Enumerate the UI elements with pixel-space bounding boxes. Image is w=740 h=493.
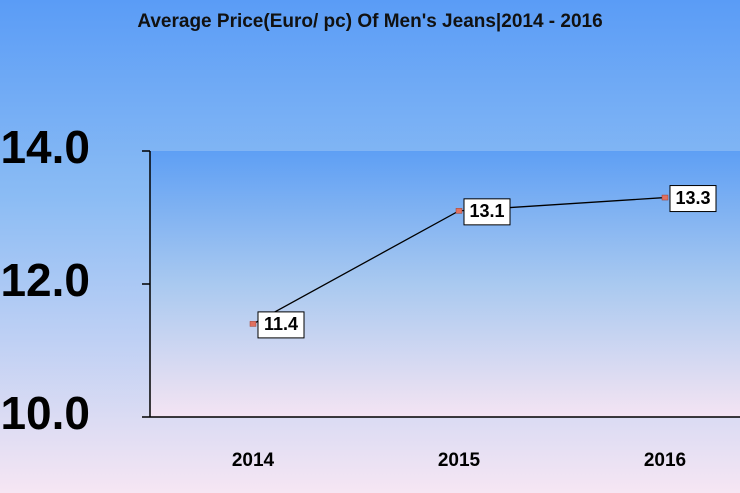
x-tick-label: 2016 [644,450,686,471]
y-tick-label: 14.0 [0,121,90,173]
plot-area [150,151,740,417]
y-tick-label: 10.0 [0,387,90,439]
data-label: 11.4 [264,314,298,334]
marker [661,194,669,201]
data-label: 13.3 [675,188,710,208]
marker [249,321,257,327]
y-tick-label: 12.0 [0,254,90,306]
data-label-box [257,311,305,339]
data-label: 13.1 [469,201,504,221]
data-label-box [669,185,717,213]
marker [455,208,463,214]
x-tick-label: 2015 [438,450,481,471]
chart-title: Average Price(Euro/ pc) Of Men's Jeans|2… [137,11,602,32]
data-label-box [463,198,511,226]
x-tick-label: 2014 [232,450,275,471]
